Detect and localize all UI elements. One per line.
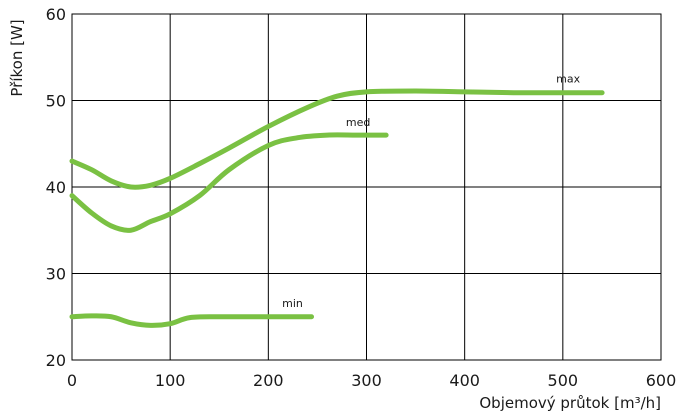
tick-labels: 0 100 200 300 400 500 600 20 30 40 50 60 (46, 5, 677, 390)
series-labels: max med min (282, 73, 580, 310)
y-axis-label: Příkon [W] (8, 19, 26, 96)
x-tick-label: 200 (253, 371, 284, 390)
y-tick-label: 50 (46, 92, 66, 111)
x-axis-label: Objemový průtok [m³/h] (479, 394, 661, 412)
y-tick-label: 30 (46, 265, 66, 284)
series-lines (69, 88, 605, 328)
series-label-min: min (282, 297, 303, 310)
x-tick-label: 400 (449, 371, 480, 390)
grid (71, 13, 662, 361)
x-tick-label: 100 (155, 371, 186, 390)
x-tick-label: 600 (646, 371, 677, 390)
series-label-med: med (346, 116, 370, 129)
x-tick-label: 500 (548, 371, 579, 390)
series-line-max (69, 88, 605, 190)
y-tick-label: 40 (46, 178, 66, 197)
y-tick-label: 60 (46, 5, 66, 24)
series-label-max: max (556, 73, 580, 86)
y-tick-label: 20 (46, 351, 66, 370)
x-tick-label: 300 (351, 371, 382, 390)
x-tick-label: 0 (67, 371, 77, 390)
series-line-med (69, 132, 389, 233)
series-line-min (69, 313, 315, 328)
